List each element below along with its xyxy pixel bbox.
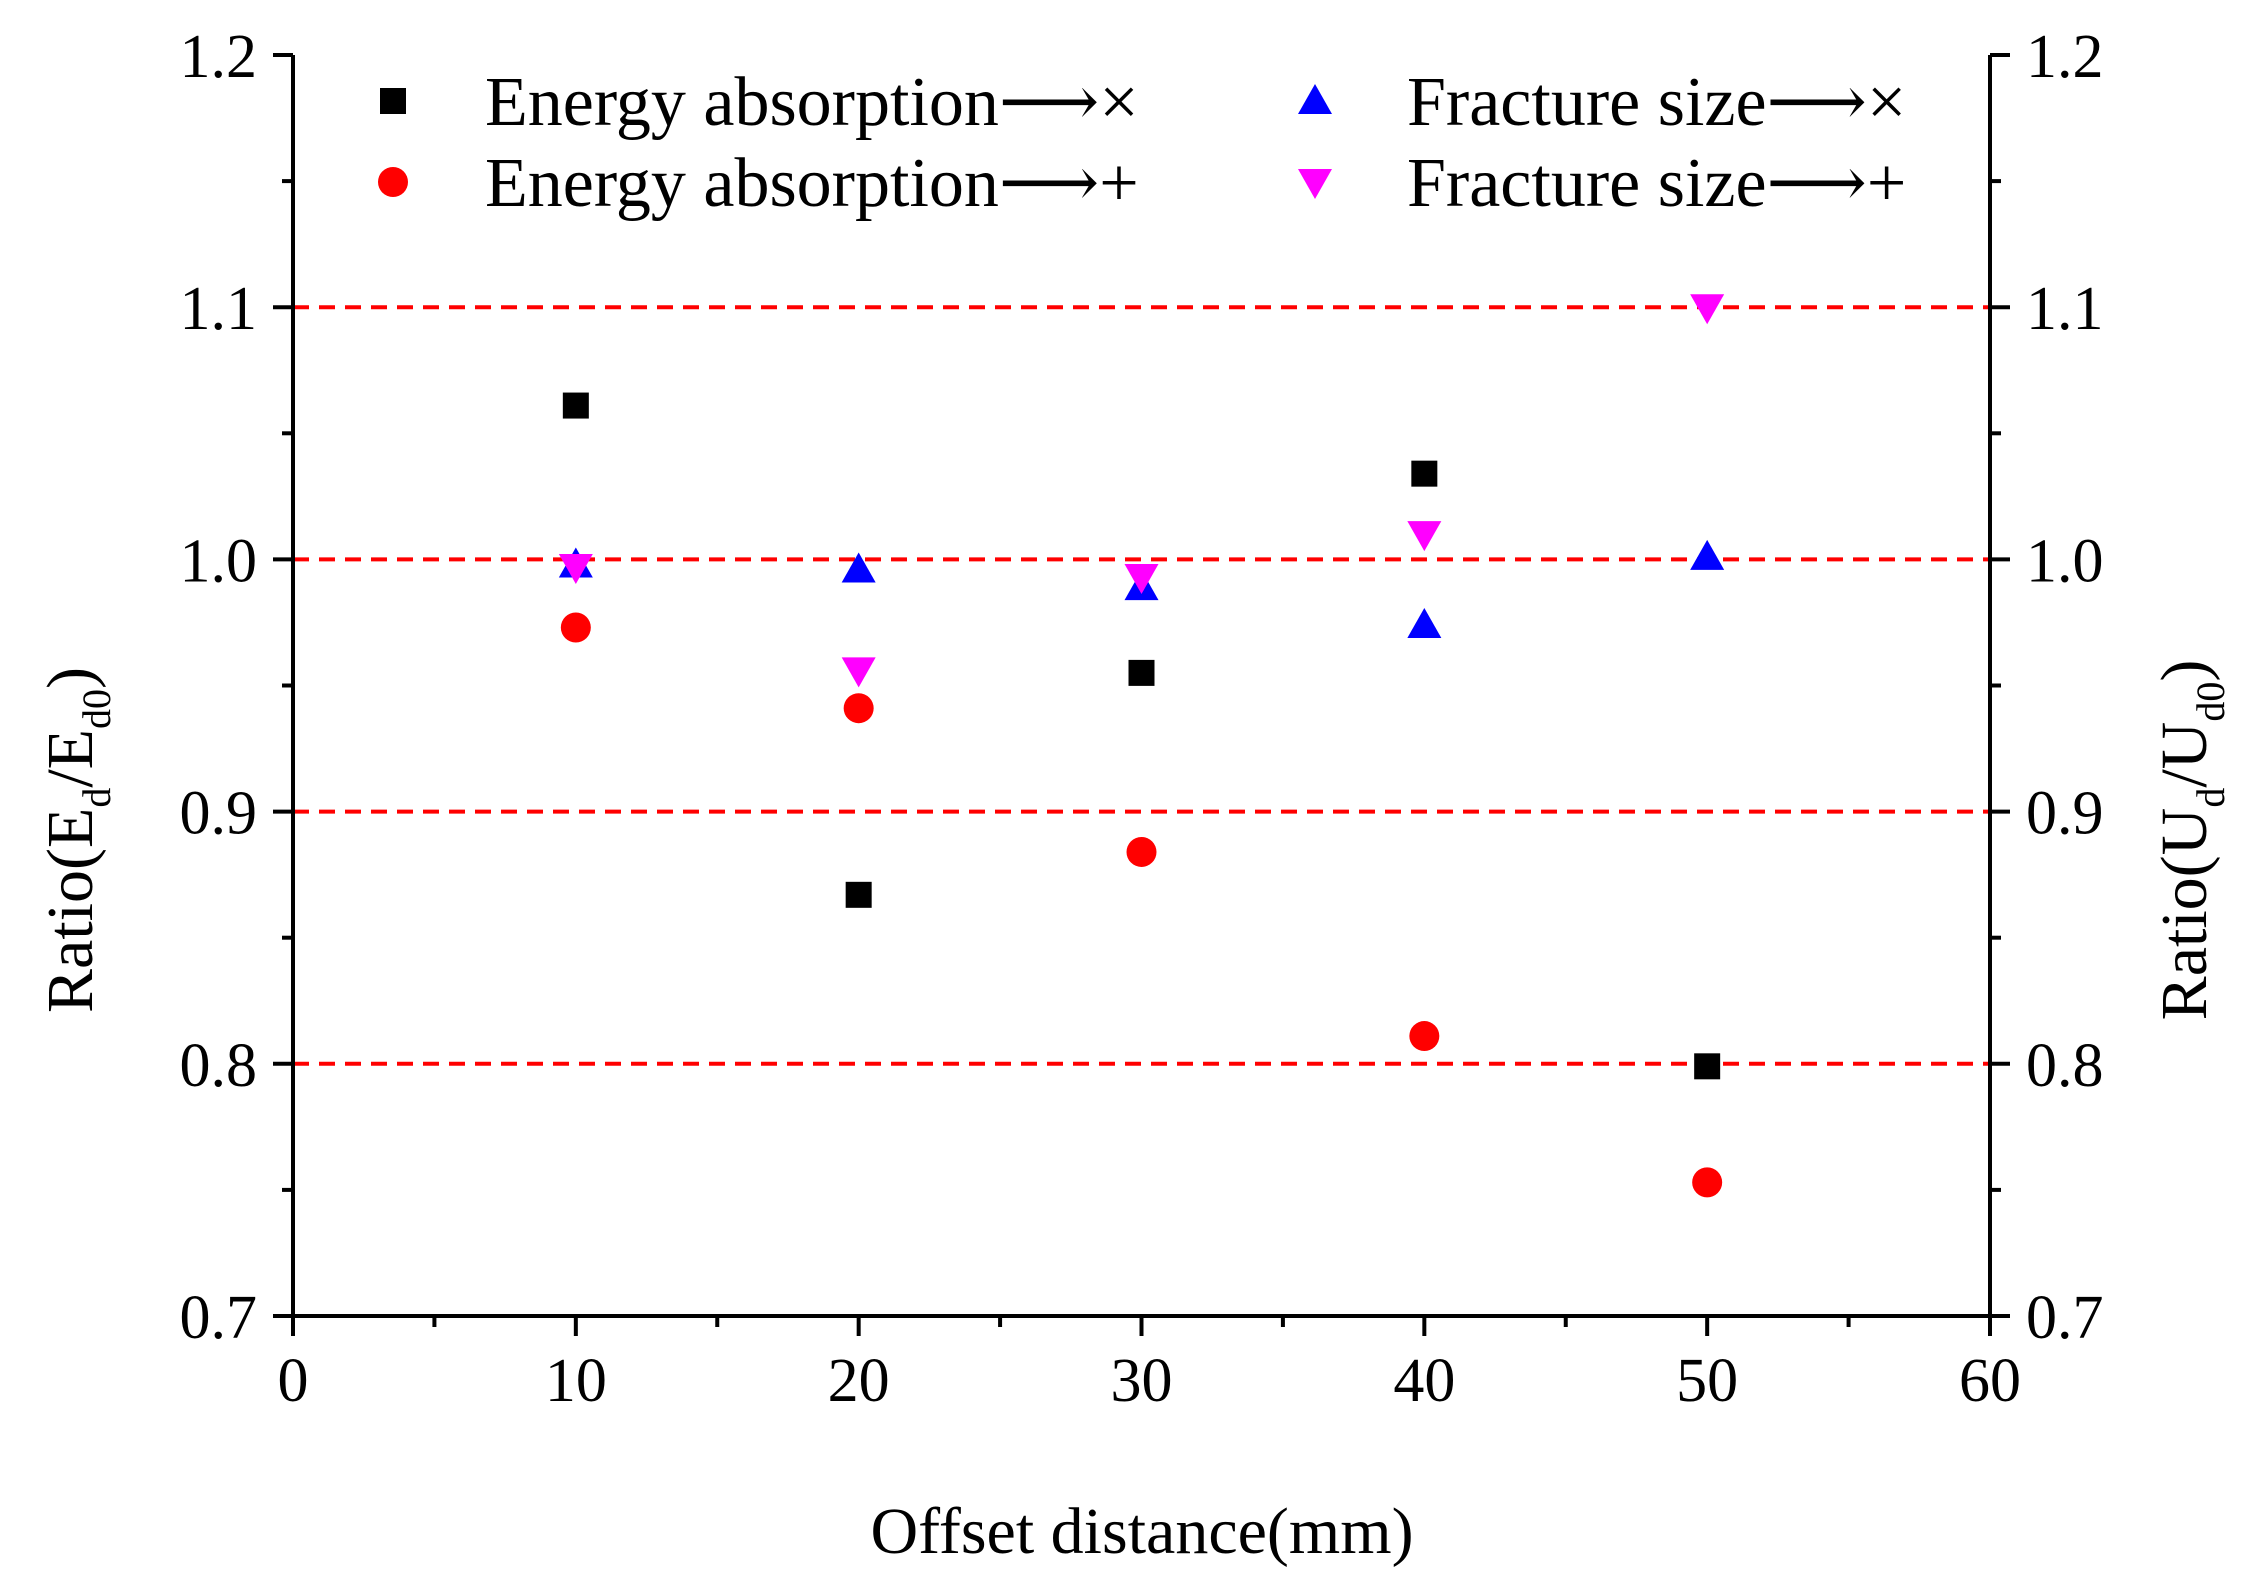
data-point-series-3 <box>841 552 876 583</box>
y-tick-label-right: 1.2 <box>2026 23 2104 91</box>
data-points <box>558 294 1725 1198</box>
legend-marker <box>1298 169 1332 199</box>
data-point-series-2 <box>1692 1167 1723 1198</box>
x-tick-label: 20 <box>828 1347 890 1415</box>
data-point-series-1 <box>562 392 589 419</box>
y-tick-label-left: 1.0 <box>180 527 258 595</box>
x-tick-label: 10 <box>545 1347 607 1415</box>
x-axis-title: Offset distance(mm) <box>870 1495 1413 1568</box>
data-point-series-4 <box>1124 564 1159 595</box>
data-point-series-1 <box>1411 460 1438 487</box>
legend-marker <box>1298 84 1332 114</box>
x-tick-label: 0 <box>278 1347 309 1415</box>
legend-label: Fracture size⟶× <box>1407 64 1906 141</box>
y-tick-label-right: 1.0 <box>2026 527 2104 595</box>
x-tick-label: 30 <box>1111 1347 1173 1415</box>
svg-text:Ratio(Ed/Ed0): Ratio(Ed/Ed0) <box>34 667 119 1013</box>
x-tick-label: 40 <box>1393 1347 1455 1415</box>
y-tick-label-right: 0.8 <box>2026 1032 2104 1100</box>
x-tick-label: 50 <box>1676 1347 1738 1415</box>
y-tick-label-left: 0.8 <box>180 1032 258 1100</box>
data-point-series-4 <box>1690 294 1725 325</box>
legend-marker <box>378 167 408 197</box>
data-point-series-2 <box>1126 836 1157 867</box>
x-tick-label: 60 <box>1959 1347 2021 1415</box>
data-point-series-4 <box>841 657 876 688</box>
legend-label: Energy absorption⟶+ <box>485 145 1139 222</box>
y-axis-left-title: Ratio(Ed/Ed0) <box>34 667 119 1013</box>
y-tick-label-left: 1.1 <box>180 275 258 343</box>
axis-ticks: 0 10 20 30 40 50 600.7 0.70.8 0.80.9 0.91.0 1.01.1… <box>180 23 2104 1415</box>
data-point-series-2 <box>560 612 591 643</box>
y-tick-label-left: 0.7 <box>180 1284 258 1352</box>
legend-marker <box>380 88 406 114</box>
data-point-series-3 <box>1690 539 1725 570</box>
legend-label: Fracture size⟶+ <box>1407 145 1906 222</box>
data-point-series-2 <box>843 693 874 724</box>
data-point-series-1 <box>1694 1053 1721 1080</box>
y-tick-label-right: 0.7 <box>2026 1284 2104 1352</box>
y-tick-label-right: 0.9 <box>2026 780 2104 848</box>
y-axis-right-title: Ratio(Ud/Ud0) <box>2148 660 2233 1021</box>
y-tick-label-left: 1.2 <box>180 23 258 91</box>
data-point-series-4 <box>558 553 593 584</box>
legend: Energy absorption⟶×Energy absorption⟶+ Fr… <box>378 64 1906 222</box>
data-point-series-1 <box>845 881 872 908</box>
y-tick-label-left: 0.9 <box>180 780 258 848</box>
data-point-series-2 <box>1409 1021 1440 1052</box>
svg-text:Ratio(Ud/Ud0): Ratio(Ud/Ud0) <box>2148 660 2233 1021</box>
data-point-series-4 <box>1407 521 1442 552</box>
legend-label: Energy absorption⟶× <box>485 64 1139 141</box>
data-point-series-1 <box>1128 659 1155 686</box>
data-point-series-3 <box>1407 607 1442 638</box>
y-tick-label-right: 1.1 <box>2026 275 2104 343</box>
